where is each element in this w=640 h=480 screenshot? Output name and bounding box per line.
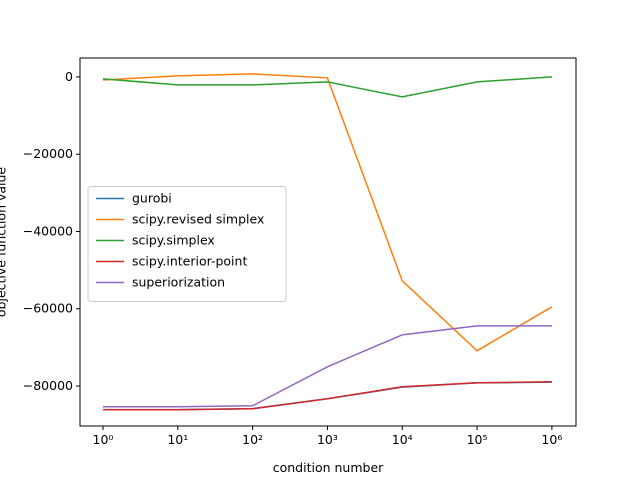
x-tick-label: 10⁴ [392, 432, 413, 447]
legend-box [87, 186, 287, 302]
series-line [102, 381, 552, 411]
legend-label: gurobi [132, 191, 172, 206]
legend-label: scipy.interior-point [132, 254, 247, 269]
x-tick-label: 10⁶ [541, 432, 562, 447]
y-axis-label: objective function value [0, 167, 9, 318]
x-tick-label: 10¹ [167, 432, 188, 447]
x-tick-label: 10² [242, 432, 263, 447]
plot-frame [79, 57, 577, 427]
series-line [102, 76, 552, 98]
y-tick-label: −40000 [23, 223, 73, 238]
y-tick-label: −60000 [23, 301, 73, 316]
legend-label: scipy.simplex [132, 233, 215, 248]
x-tick-label: 10³ [317, 432, 338, 447]
series-line [102, 381, 552, 411]
x-axis-label: condition number [273, 460, 384, 475]
series-line [102, 73, 553, 352]
y-tick-label: 0 [65, 69, 73, 84]
x-tick-label: 10⁵ [467, 432, 488, 447]
x-tick-label: 10⁰ [93, 432, 114, 447]
legend-label: scipy.revised simplex [132, 212, 264, 227]
y-tick-label: −20000 [23, 146, 73, 161]
y-tick-label: −80000 [23, 378, 73, 393]
legend-label: superiorization [132, 275, 225, 290]
series-line [102, 325, 552, 408]
